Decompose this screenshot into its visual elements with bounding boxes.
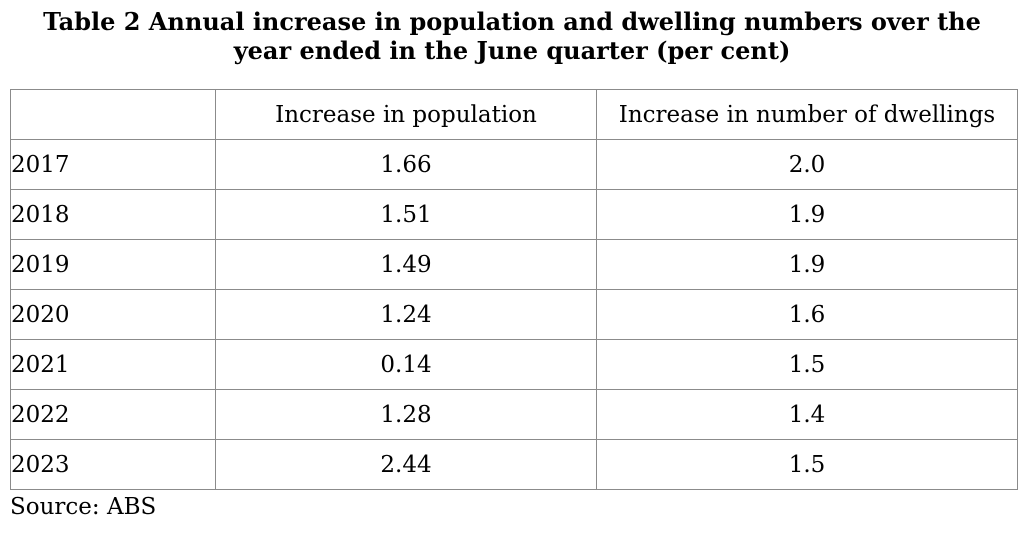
dwellings-cell: 1.5 bbox=[596, 339, 1018, 390]
population-cell: 1.28 bbox=[215, 389, 597, 440]
year-cell: 2018 bbox=[10, 189, 216, 240]
table-row-2018: 2018 1.51 1.9 bbox=[10, 189, 1018, 240]
source-note: Source: ABS bbox=[10, 494, 157, 520]
dwellings-cell: 1.5 bbox=[596, 439, 1018, 490]
dwellings-cell: 2.0 bbox=[596, 139, 1018, 190]
data-table: Increase in population Increase in numbe… bbox=[10, 89, 1018, 490]
dwellings-cell: 1.6 bbox=[596, 289, 1018, 340]
dwellings-cell: 1.9 bbox=[596, 239, 1018, 290]
year-cell: 2022 bbox=[10, 389, 216, 440]
year-cell: 2020 bbox=[10, 289, 216, 340]
dwellings-cell: 1.9 bbox=[596, 189, 1018, 240]
population-cell: 1.66 bbox=[215, 139, 597, 190]
table-title-line2: year ended in the June quarter (per cent… bbox=[233, 36, 791, 65]
table-row-2023: 2023 2.44 1.5 bbox=[10, 439, 1018, 490]
header-cell-dwellings: Increase in number of dwellings bbox=[596, 89, 1018, 140]
table-row-2020: 2020 1.24 1.6 bbox=[10, 289, 1018, 340]
year-cell: 2017 bbox=[10, 139, 216, 190]
dwellings-cell: 1.4 bbox=[596, 389, 1018, 440]
table-header-row: Increase in population Increase in numbe… bbox=[10, 89, 1018, 140]
table-title-line1: Table 2 Annual increase in population an… bbox=[43, 7, 981, 36]
table-row-2017: 2017 1.66 2.0 bbox=[10, 139, 1018, 190]
table-row-2021: 2021 0.14 1.5 bbox=[10, 339, 1018, 390]
header-cell-population: Increase in population bbox=[215, 89, 597, 140]
population-cell: 1.51 bbox=[215, 189, 597, 240]
table-row-2019: 2019 1.49 1.9 bbox=[10, 239, 1018, 290]
year-cell: 2019 bbox=[10, 239, 216, 290]
year-cell: 2021 bbox=[10, 339, 216, 390]
year-cell: 2023 bbox=[10, 439, 216, 490]
population-cell: 1.24 bbox=[215, 289, 597, 340]
table-title: Table 2 Annual increase in population an… bbox=[0, 0, 1024, 65]
population-cell: 2.44 bbox=[215, 439, 597, 490]
header-cell-year bbox=[10, 89, 216, 140]
table-row-2022: 2022 1.28 1.4 bbox=[10, 389, 1018, 440]
population-cell: 1.49 bbox=[215, 239, 597, 290]
population-cell: 0.14 bbox=[215, 339, 597, 390]
